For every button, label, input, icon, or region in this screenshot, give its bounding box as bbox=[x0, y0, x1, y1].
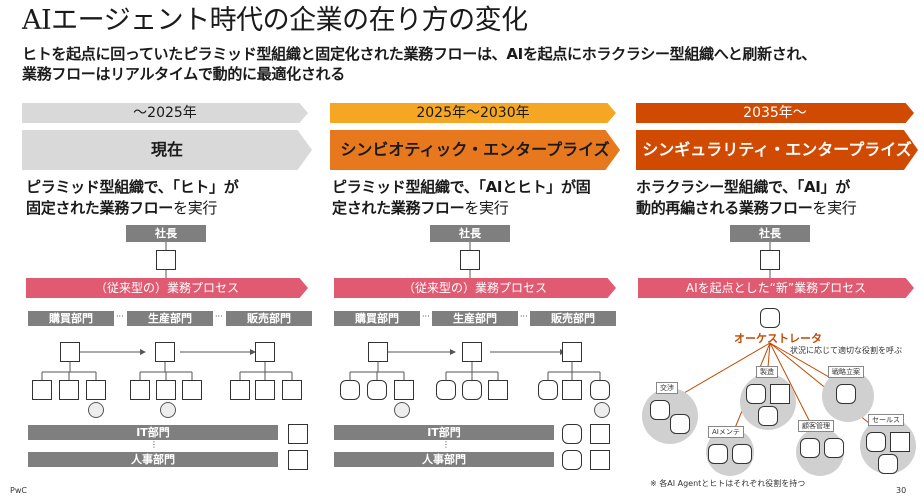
it-dept-bar-2: IT部門 bbox=[334, 425, 554, 440]
period-band-current: ～2025年 bbox=[22, 103, 308, 123]
robot-icon bbox=[708, 444, 728, 464]
circle-ai-maintenance bbox=[706, 428, 754, 476]
process-band-1: （従来型の）業務プロセス bbox=[26, 278, 308, 298]
person-icon bbox=[288, 450, 308, 470]
president-box-3: 社長 bbox=[730, 225, 810, 242]
it-dept-bar-1: IT部門 bbox=[28, 425, 278, 440]
person-icon bbox=[590, 450, 610, 470]
person-icon bbox=[394, 380, 414, 400]
robot-icon bbox=[670, 414, 690, 434]
person-icon bbox=[288, 424, 308, 444]
person-icon bbox=[255, 380, 275, 400]
person-icon bbox=[462, 342, 482, 362]
robot-icon bbox=[836, 384, 856, 404]
robot-icon bbox=[538, 380, 558, 400]
person-icon bbox=[770, 384, 790, 404]
robot-icon bbox=[562, 424, 582, 444]
circle-label-negotiation: 交渉 bbox=[656, 382, 678, 394]
orchestrator-note: 状況に応じて適切な役割を呼ぶ bbox=[790, 346, 902, 355]
robot-icon bbox=[800, 438, 820, 458]
president-box-1: 社長 bbox=[126, 225, 206, 242]
person-icon bbox=[155, 342, 175, 362]
stage-symbiotic: シンビオティック・エンタープライズ bbox=[330, 130, 620, 170]
robot-icon bbox=[462, 380, 482, 400]
robot-icon bbox=[340, 380, 360, 400]
stage-singularity: シンギュラリティ・エンタープライズ bbox=[636, 130, 918, 170]
page-number: 30 bbox=[896, 486, 907, 495]
person-icon bbox=[368, 342, 388, 362]
robot-icon bbox=[732, 444, 752, 464]
robot-icon bbox=[746, 384, 766, 404]
hr-dept-bar-2: 人事部門 bbox=[334, 452, 554, 467]
person-icon bbox=[182, 380, 202, 400]
person-icon bbox=[156, 250, 176, 270]
person-icon bbox=[59, 380, 79, 400]
desc-current: ピラミッド型組織で、「ヒト」が 固定された業務フローを実行 bbox=[26, 178, 239, 217]
person-icon bbox=[156, 380, 176, 400]
subtitle-line-1: ヒトを起点に回っていたピラミッド型組織と固定化された業務フローは、AIを起点にホ… bbox=[22, 45, 817, 63]
person-icon bbox=[760, 250, 780, 270]
process-band-3: AIを起点とした“新”業務プロセス bbox=[638, 278, 914, 298]
person-icon bbox=[130, 380, 150, 400]
desc-symbiotic: ピラミッド型組織で、「AIとヒト」が固 定された業務フローを実行 bbox=[332, 178, 591, 217]
circle-label-sales: セールス bbox=[868, 414, 904, 426]
page-title: AIエージェント時代の企業の在り方の変化 bbox=[22, 5, 528, 36]
person-icon bbox=[230, 380, 250, 400]
globe-icon bbox=[594, 402, 610, 418]
circle-label-ai-maintenance: AIメンテ bbox=[708, 426, 744, 438]
dept-production-2: 生産部門 bbox=[432, 311, 518, 326]
dept-purchasing-1: 購買部門 bbox=[28, 311, 114, 326]
period-band-singularity: 2035年～ bbox=[636, 103, 914, 123]
robot-icon bbox=[367, 380, 387, 400]
robot-icon bbox=[878, 454, 898, 474]
period-band-symbiotic: 2025年～2030年 bbox=[330, 103, 616, 123]
robot-icon bbox=[824, 438, 844, 458]
person-icon bbox=[590, 424, 610, 444]
orchestrator-label: オーケストレータ bbox=[734, 332, 822, 345]
desc-singularity: ホラクラシー型組織で、「AI」が 動的再編される業務フローを実行 bbox=[636, 178, 857, 217]
person-icon bbox=[890, 432, 910, 452]
robot-icon bbox=[590, 380, 610, 400]
robot-icon bbox=[436, 380, 456, 400]
subtitle-line-2: 業務フローはリアルタイムで動的に最適化される bbox=[22, 65, 345, 83]
person-icon bbox=[255, 342, 275, 362]
president-box-2: 社長 bbox=[430, 225, 510, 242]
circle-label-manufacturing: 製造 bbox=[756, 366, 778, 378]
robot-icon bbox=[758, 406, 778, 426]
person-icon bbox=[282, 380, 302, 400]
dept-sales-2: 販売部門 bbox=[530, 311, 616, 326]
dept-sales-1: 販売部門 bbox=[226, 311, 312, 326]
robot-icon bbox=[760, 308, 780, 328]
person-icon bbox=[460, 250, 480, 270]
footnote: ※ 各AI Agentとヒトはそれぞれ役割を持つ bbox=[650, 479, 806, 488]
globe-icon bbox=[160, 402, 176, 418]
hr-dept-bar-1: 人事部門 bbox=[28, 452, 278, 467]
person-icon bbox=[562, 342, 582, 362]
footer-brand: PwC bbox=[10, 486, 27, 495]
process-band-2: （従来型の）業務プロセス bbox=[334, 278, 616, 298]
person-icon bbox=[488, 380, 508, 400]
person-icon bbox=[562, 380, 582, 400]
globe-icon bbox=[394, 402, 410, 418]
circle-label-customer-management: 顧客管理 bbox=[798, 420, 834, 432]
person-icon bbox=[32, 380, 52, 400]
circle-label-strategy: 戦略立案 bbox=[828, 366, 864, 378]
robot-icon bbox=[562, 450, 582, 470]
person-icon bbox=[60, 342, 80, 362]
person-icon bbox=[86, 380, 106, 400]
dept-production-1: 生産部門 bbox=[127, 311, 213, 326]
dept-purchasing-2: 購買部門 bbox=[334, 311, 420, 326]
stage-current: 現在 bbox=[22, 130, 312, 170]
globe-icon bbox=[88, 402, 104, 418]
robot-icon bbox=[650, 400, 670, 420]
robot-icon bbox=[866, 432, 886, 452]
